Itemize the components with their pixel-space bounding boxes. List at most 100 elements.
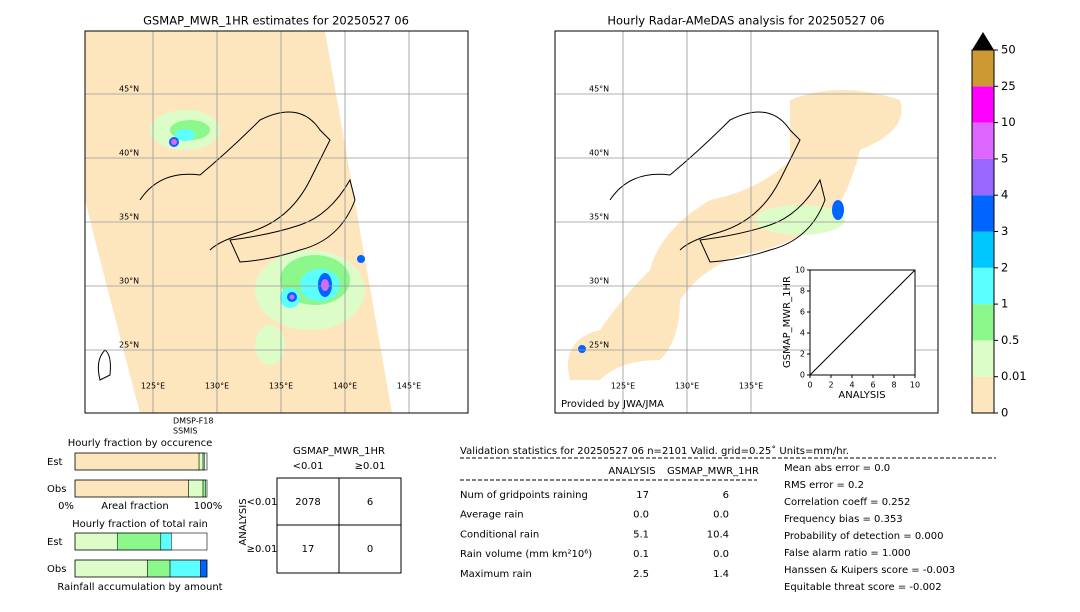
col-header: ANALYSIS — [608, 466, 655, 477]
stat-value: 0.0 — [713, 510, 729, 521]
fraction-segment — [198, 452, 204, 471]
bar-frame — [74, 452, 208, 471]
cell: 17 — [302, 544, 315, 555]
lat-label: 30°N — [589, 277, 609, 286]
fraction-segment — [160, 532, 172, 551]
left-map-border — [84, 30, 469, 414]
colorbar-label: 0 — [1001, 406, 1008, 420]
table-title: GSMAP_MWR_1HR — [293, 446, 385, 457]
row-label: Obs — [47, 564, 66, 575]
rain-3 — [832, 200, 844, 220]
rain-3 — [578, 345, 586, 353]
validation-header: Validation statistics for 20250527 06 n=… — [460, 445, 849, 457]
cell: 0 — [367, 544, 373, 555]
row-header: <0.01 — [247, 497, 278, 508]
fraction-segment — [200, 559, 208, 578]
colorbar-label: 0.5 — [1001, 333, 1019, 347]
score: Equitable threat score = -0.002 — [784, 582, 942, 593]
colorbar-bin — [972, 267, 994, 305]
fraction-segment — [147, 559, 171, 578]
colorbar-bin — [972, 304, 994, 341]
colorbar-label: 1 — [1001, 297, 1008, 311]
colorbar-label: 10 — [1001, 115, 1016, 129]
x-tick-label: 2 — [828, 381, 833, 390]
lat-label: 30°N — [119, 277, 139, 286]
col-header: GSMAP_MWR_1HR — [667, 466, 759, 477]
rain-light — [755, 205, 845, 235]
row-label: Est — [47, 457, 63, 468]
x-tick-label: 4 — [849, 381, 854, 390]
credit: Provided by JWA/JMA — [561, 399, 664, 410]
stat-label: Average rain — [460, 510, 524, 521]
stat-value: 6 — [723, 490, 729, 501]
colorbar-bin — [972, 158, 994, 196]
colorbar-label: 4 — [1001, 188, 1008, 202]
colorbar-label: 25 — [1001, 79, 1016, 93]
stat-value: 0.1 — [633, 549, 649, 560]
stat-value: 10.4 — [707, 529, 729, 540]
lon-label: 130°E — [205, 382, 229, 391]
score: False alarm ratio = 1.000 — [784, 548, 911, 559]
bar-frame — [74, 559, 208, 578]
y-tick-label: 0 — [800, 371, 805, 380]
no-data — [85, 200, 140, 413]
score: RMS error = 0.2 — [784, 480, 864, 491]
inset-ylabel: GSMAP_MWR_1HR — [782, 276, 793, 368]
right-map-title: Hourly Radar-AMeDAS analysis for 2025052… — [607, 14, 884, 28]
fraction-segment — [169, 559, 201, 578]
axis-label: Areal fraction — [101, 501, 168, 512]
bar-frame — [74, 479, 208, 498]
col-header: <0.01 — [293, 461, 324, 472]
lon-label: 135°E — [269, 382, 293, 391]
lat-label: 35°N — [589, 213, 609, 222]
panel-footer: Rainfall accumulation by amount — [57, 582, 222, 593]
lon-label: 140°E — [333, 382, 357, 391]
x-tick-label: 10 — [910, 381, 920, 390]
y-tick-label: 8 — [800, 287, 805, 296]
lon-label: 125°E — [611, 382, 635, 391]
lat-label: 25°N — [589, 341, 609, 350]
fraction-segment — [202, 479, 206, 498]
colorbar-bin — [972, 340, 994, 377]
x-tick-label: 6 — [870, 381, 875, 390]
row-header: ≥0.01 — [247, 544, 278, 555]
diagonal — [809, 269, 916, 376]
lat-label: 45°N — [589, 85, 609, 94]
y-tick-label: 4 — [800, 329, 805, 338]
fraction-segment — [116, 532, 162, 551]
rain-5 — [171, 139, 329, 300]
colorbar-label: 2 — [1001, 260, 1008, 274]
stat-label: Num of gridpoints raining — [460, 490, 588, 501]
right-map-border — [554, 30, 939, 414]
score: Hanssen & Kuipers score = -0.003 — [784, 565, 955, 576]
fraction-segment — [74, 559, 148, 578]
y-tick-label: 2 — [800, 350, 805, 359]
colorbar-bin — [972, 86, 994, 123]
row-label: Obs — [47, 484, 66, 495]
colorbar-bin — [972, 195, 994, 232]
lon-label: 130°E — [675, 382, 699, 391]
stat-label: Conditional rain — [460, 529, 539, 540]
lat-label: 40°N — [119, 149, 139, 158]
left-map-title: GSMAP_MWR_1HR estimates for 20250527 06 — [143, 14, 409, 28]
stat-value: 1.4 — [713, 569, 729, 580]
lat-label: 25°N — [119, 341, 139, 350]
score: Correlation coeff = 0.252 — [784, 497, 910, 508]
radar-coverage — [568, 90, 902, 380]
cell: 6 — [367, 497, 373, 508]
x-tick-label: 0 — [807, 381, 812, 390]
fraction-segment — [74, 452, 200, 471]
col-header: ≥0.01 — [355, 461, 386, 472]
y-tick-label: 10 — [795, 266, 805, 275]
stat-label: Rain volume (mm km²10⁶) — [460, 549, 592, 560]
stat-label: Maximum rain — [460, 569, 532, 580]
lat-label: 35°N — [119, 213, 139, 222]
satellite: DMSP-F18 — [173, 417, 213, 426]
colorbar-label: 0.01 — [1001, 369, 1027, 383]
lon-label: 125°E — [141, 382, 165, 391]
colorbar-bin — [972, 231, 994, 268]
lon-label: 145°E — [397, 382, 421, 391]
fraction-segment — [74, 479, 189, 498]
fraction-segment — [202, 452, 205, 471]
colorbar-bin — [972, 376, 994, 413]
